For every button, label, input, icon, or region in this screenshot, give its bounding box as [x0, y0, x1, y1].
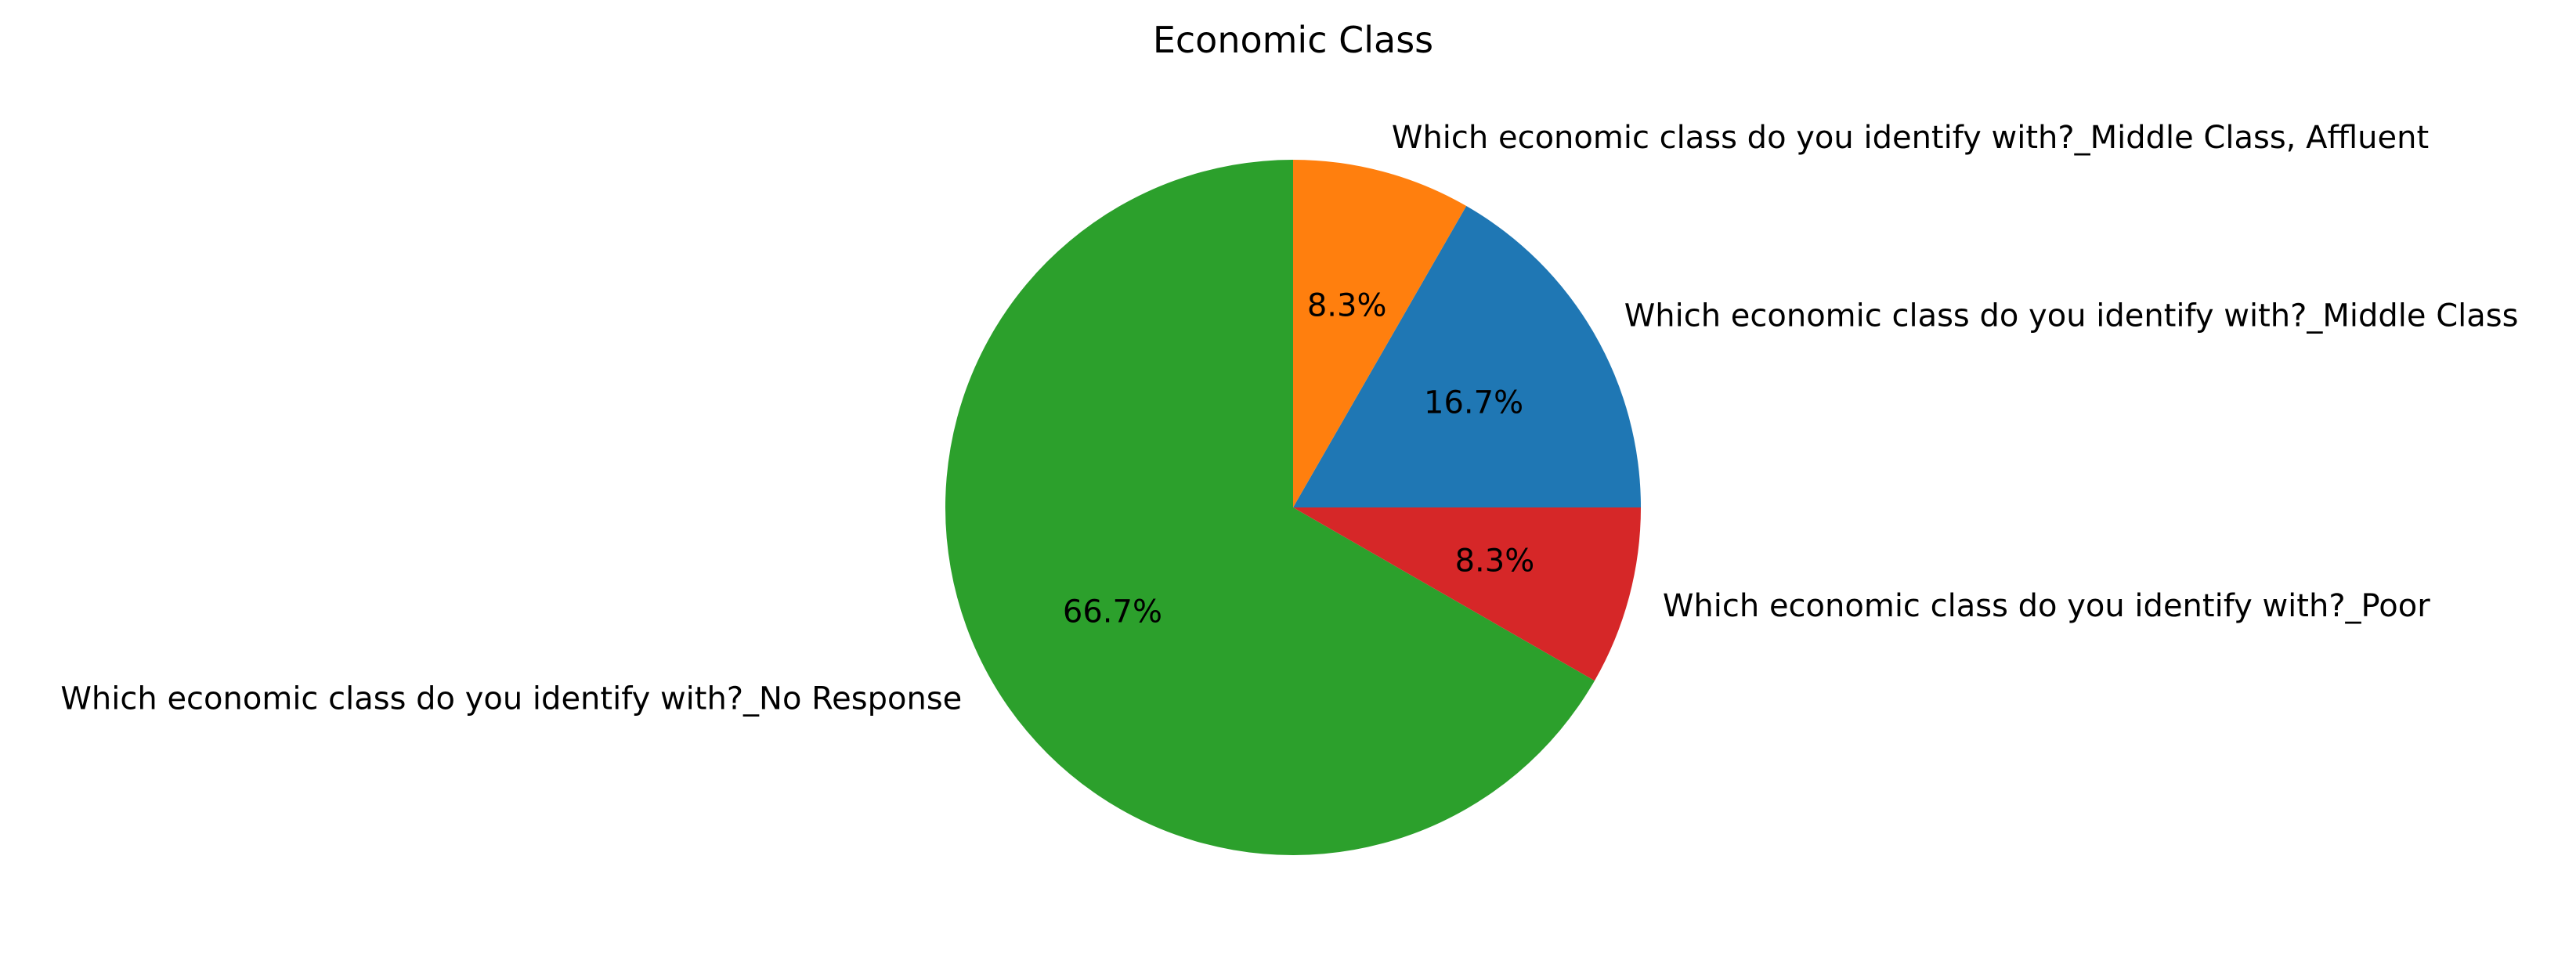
pie-percent-label-3: 8.3%	[1455, 543, 1535, 579]
pie-slice-0	[1293, 206, 1641, 507]
pie-percent-label-1: 8.3%	[1307, 288, 1387, 324]
pie-slice-label-3: Which economic class do you identify wit…	[1663, 588, 2430, 624]
pie-slice-label-2: Which economic class do you identify wit…	[60, 681, 962, 717]
pie-slice-labels: Which economic class do you identify wit…	[60, 120, 2518, 717]
pie-slices	[945, 160, 1641, 855]
pie-percent-label-2: 66.7%	[1063, 594, 1162, 630]
pie-percent-label-0: 16.7%	[1424, 385, 1523, 421]
pie-slice-1	[1293, 160, 1467, 507]
pie-percent-labels: 16.7% 8.3% 66.7% 8.3%	[1063, 288, 1534, 630]
pie-slice-3	[1293, 507, 1641, 681]
pie-slice-label-0: Which economic class do you identify wit…	[1624, 298, 2519, 334]
pie-slice-label-1: Which economic class do you identify wit…	[1392, 120, 2429, 156]
pie-slice-2	[945, 160, 1595, 855]
chart-title: Economic Class	[1153, 19, 1433, 61]
